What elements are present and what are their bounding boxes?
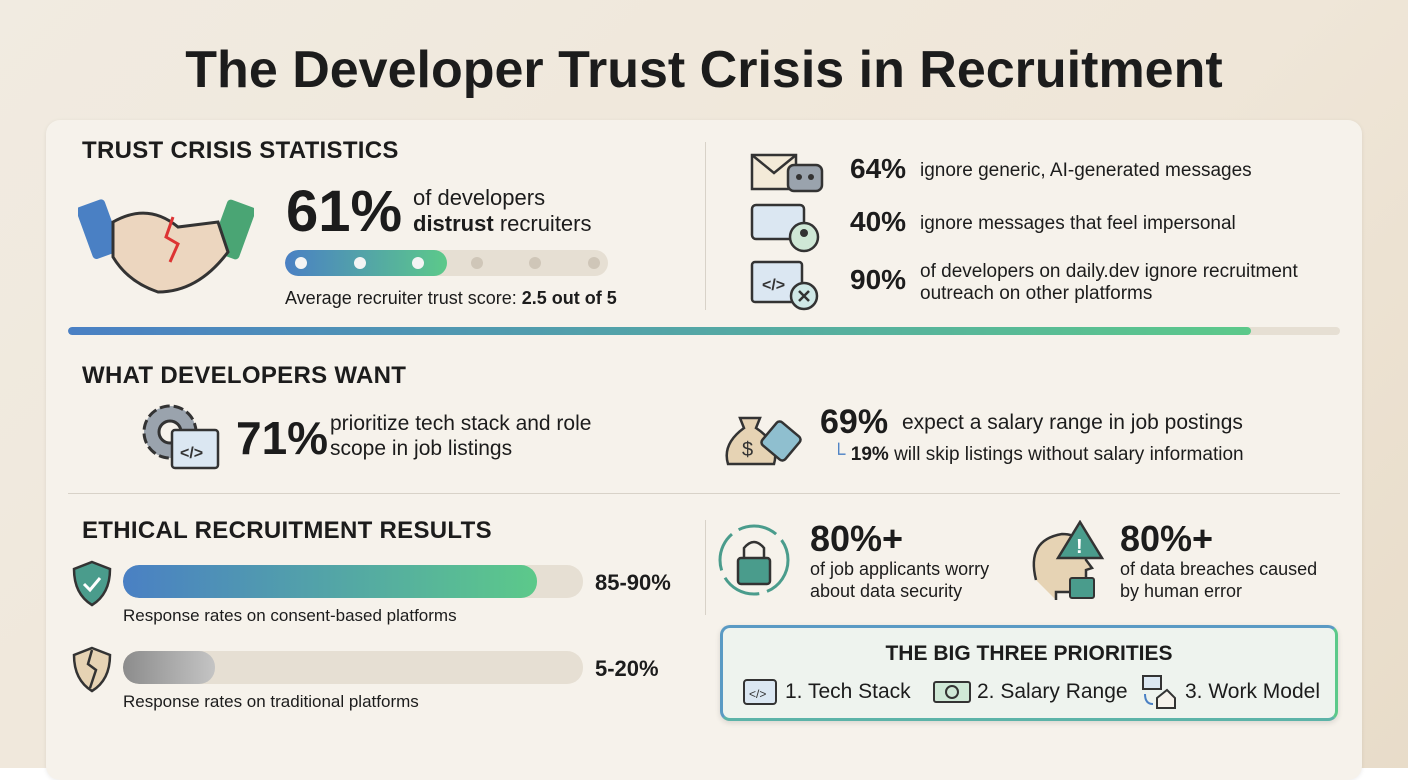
section-heading: WHAT DEVELOPERS WANT (82, 362, 407, 389)
priority-item: 2. Salary Range (977, 680, 1128, 703)
section-rule-fill (68, 327, 1251, 335)
sub-text: will skip listings without salary inform… (894, 444, 1244, 465)
work-model-icon (1142, 675, 1176, 709)
priorities-box: THE BIG THREE PRIORITIES </> 1. Tech Sta… (720, 625, 1338, 721)
divider (68, 493, 1340, 494)
score-dot (412, 257, 424, 269)
code-blocked-icon: </> (750, 260, 819, 311)
shield-icon (72, 560, 112, 607)
score-label: 2.5 out of 5 (521, 288, 617, 308)
priorities-heading: THE BIG THREE PRIORITIES (885, 642, 1173, 665)
svg-text:!: ! (1076, 536, 1083, 558)
divider (705, 142, 706, 310)
stat-text: ignore generic, AI-generated messages (920, 160, 1252, 181)
score-dot (353, 257, 366, 269)
section-heading: TRUST CRISIS STATISTICS (82, 137, 399, 164)
code-icon: </> (743, 679, 777, 705)
stat-text: of developers on daily.dev ignore recrui… (920, 261, 1298, 304)
svg-text:$: $ (742, 439, 753, 461)
svg-text:</>: </> (180, 445, 203, 462)
stat-text: of data breaches caused by human error (1120, 559, 1318, 601)
score-dot (295, 257, 307, 269)
stat-value: 80%+ (1120, 518, 1214, 559)
stat-emphasis: distrust (413, 211, 494, 236)
title: The Developer Trust Crisis in Recruitmen… (185, 41, 1223, 99)
stat-value: 40% (850, 206, 907, 237)
divider (705, 520, 706, 615)
section-rule (68, 327, 1340, 335)
headline-stat: 61% (286, 179, 403, 244)
lock-icon (718, 524, 790, 596)
money-bag-icon: $ (725, 416, 802, 466)
stat-text: prioritize tech stack and role scope in … (330, 412, 592, 460)
stat-value: 64% (850, 153, 907, 184)
stat-value: 71% (236, 412, 329, 464)
stat-text: expect a salary range in job postings (902, 411, 1243, 434)
svg-text:</>: </> (749, 687, 766, 701)
stat-text: recruiters (499, 211, 592, 236)
broken-shield-icon (72, 646, 112, 693)
chat-user-icon (750, 203, 820, 253)
svg-text:</>: </> (762, 277, 785, 294)
bar-track (123, 651, 583, 684)
bar-caption: Response rates on traditional platforms (123, 692, 419, 711)
stat-value: 90% (850, 264, 907, 295)
score-caption: Average recruiter trust score: (285, 288, 517, 308)
bar (123, 651, 215, 684)
head-alert-icon: ! (1032, 520, 1105, 600)
score-track (285, 250, 608, 276)
priority-item: 1. Tech Stack (785, 680, 911, 703)
bar-caption: Response rates on consent-based platform… (123, 606, 457, 625)
cash-icon (933, 681, 971, 703)
bar-track (123, 565, 583, 598)
score-dot (529, 257, 541, 269)
sub-value: 19% (850, 444, 889, 465)
bar-label: 5-20% (595, 656, 659, 681)
section-heading: ETHICAL RECRUITMENT RESULTS (82, 517, 492, 544)
stat-value: 80%+ (810, 518, 904, 559)
stat-text: of job applicants worry about data secur… (810, 559, 990, 601)
handshake-icon (78, 199, 254, 294)
stat-text: of developers (413, 185, 546, 210)
stat-value: 69% (820, 403, 889, 441)
bar-label: 85-90% (595, 570, 671, 595)
bar (123, 565, 537, 598)
score-dot (470, 257, 483, 269)
stat-text: ignore messages that feel impersonal (920, 213, 1236, 234)
priority-item: 3. Work Model (1185, 680, 1320, 703)
mail-bot-icon (750, 153, 824, 193)
score-dot (587, 257, 600, 269)
gear-code-icon: </> (142, 404, 220, 470)
